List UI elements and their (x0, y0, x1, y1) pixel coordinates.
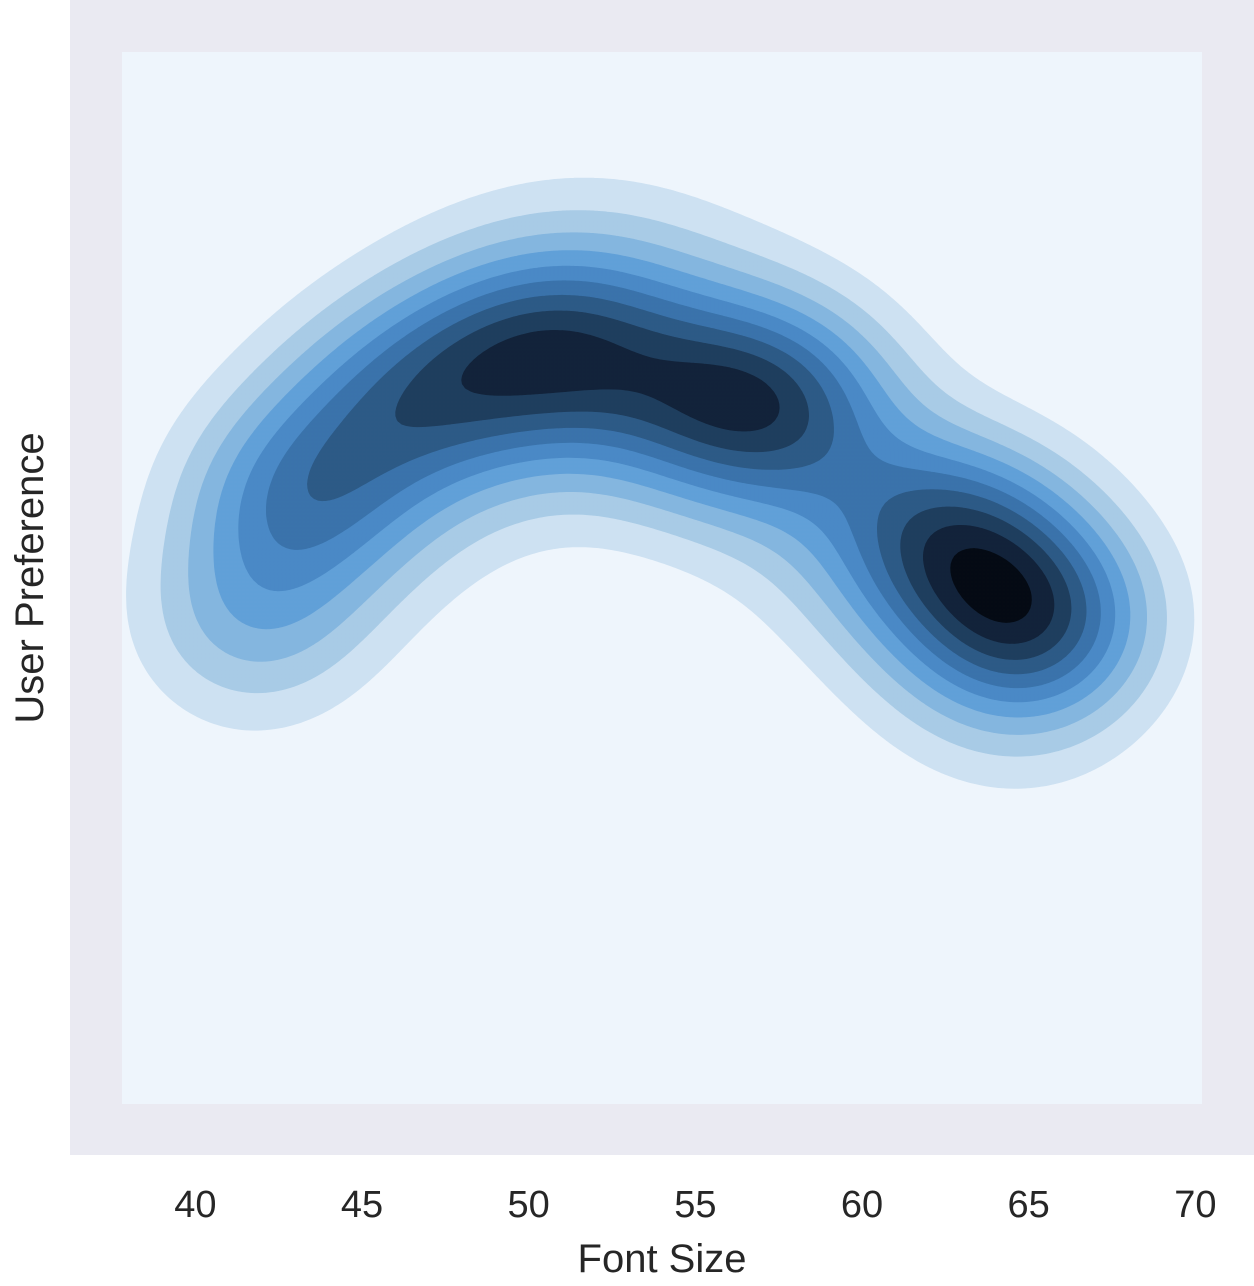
y-axis-label: User Preference (8, 432, 52, 723)
x-tick-label: 55 (674, 1184, 716, 1226)
x-tick-label: 60 (841, 1184, 883, 1226)
x-tick-label: 70 (1174, 1184, 1216, 1226)
x-axis-ticks: 40 45 50 55 60 65 70 (174, 1184, 1216, 1226)
x-tick-label: 50 (508, 1184, 550, 1226)
x-tick-label: 40 (174, 1184, 216, 1226)
x-tick-label: 65 (1008, 1184, 1050, 1226)
x-tick-label: 45 (341, 1184, 383, 1226)
x-axis-label: Font Size (578, 1237, 747, 1281)
